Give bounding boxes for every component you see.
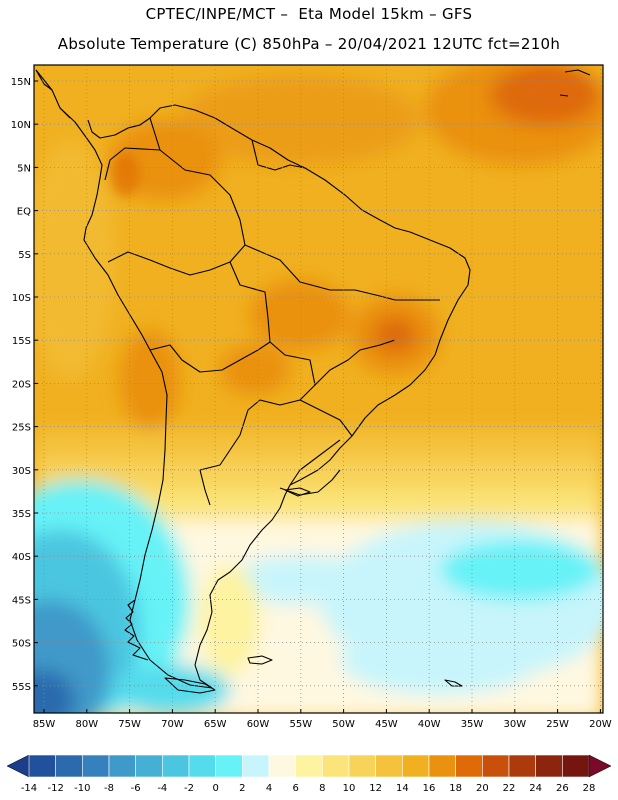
- colorbar-swatch: [535, 754, 563, 778]
- colorbar-swatch: [215, 754, 243, 778]
- lon-label: 40W: [418, 719, 441, 730]
- colorbar-swatch: [348, 754, 376, 778]
- colorbar-label: -2: [184, 783, 194, 794]
- colorbar: [6, 754, 612, 778]
- colorbar-swatch: [135, 754, 163, 778]
- lat-label: 55S: [12, 682, 31, 693]
- graticule: [34, 65, 603, 713]
- colorbar-swatch: [108, 754, 136, 778]
- colorbar-label: 4: [266, 783, 272, 794]
- colorbar-label: -4: [157, 783, 167, 794]
- colorbar-arrow-low: [6, 754, 30, 778]
- lon-label: 30W: [503, 719, 526, 730]
- colorbar-label: 14: [396, 783, 409, 794]
- colorbar-label: 6: [292, 783, 298, 794]
- colorbar-label: 22: [503, 783, 516, 794]
- colorbar-swatch: [28, 754, 56, 778]
- colorbar-swatch: [82, 754, 110, 778]
- lat-label: 30S: [12, 466, 31, 477]
- lon-label: 70W: [161, 719, 184, 730]
- lon-label: 65W: [204, 719, 227, 730]
- colorbar-label: -10: [74, 783, 90, 794]
- colorbar-label: -14: [21, 783, 37, 794]
- lon-label: 25W: [546, 719, 569, 730]
- colorbar-swatch: [188, 754, 216, 778]
- colorbar-label: 0: [212, 783, 218, 794]
- colorbar-swatch: [428, 754, 456, 778]
- lon-label: 60W: [247, 719, 270, 730]
- lon-label: 75W: [118, 719, 141, 730]
- colorbar-label: 2: [239, 783, 245, 794]
- lon-label: 35W: [461, 719, 484, 730]
- colorbar-label: 28: [583, 783, 596, 794]
- title-field: Absolute Temperature (C) 850hPa – 20/04/…: [57, 35, 561, 53]
- lat-label: 10N: [11, 120, 31, 131]
- colorbar-swatch: [162, 754, 190, 778]
- lon-label: 80W: [75, 719, 98, 730]
- lat-label: 45S: [12, 595, 31, 606]
- lat-label: 5N: [17, 163, 31, 174]
- lat-label: 50S: [12, 639, 31, 650]
- colorbar-swatch: [562, 754, 590, 778]
- colorbar-swatch: [375, 754, 403, 778]
- colorbar-swatch: [55, 754, 83, 778]
- latitude-labels: 15N 10N 5N EQ 5S 10S 15S 20S 25S 30S 35S 40S 45S 50S 5…: [11, 77, 38, 693]
- colorbar-swatch: [295, 754, 323, 778]
- colorbar-label: -12: [47, 783, 63, 794]
- colorbar-label: 8: [319, 783, 325, 794]
- lon-label: 20W: [589, 719, 612, 730]
- lat-label: EQ: [17, 207, 31, 218]
- lon-label: 45W: [375, 719, 398, 730]
- longitude-labels: 85W 80W 75W 70W 65W 60W 55W 50W 45W 40W 35W 30W 25W 2…: [33, 709, 612, 730]
- colorbar-label: 24: [529, 783, 542, 794]
- colorbar-swatch: [402, 754, 430, 778]
- lat-label: 20S: [12, 379, 31, 390]
- colorbar-label: 10: [343, 783, 356, 794]
- lon-label: 55W: [289, 719, 312, 730]
- colorbar-labels: -14 -12 -10 -8 -6 -4 -2 0 2 4 6 8 10 12 14 16 18 20 22 24 26…: [21, 783, 596, 794]
- lat-label: 25S: [12, 423, 31, 434]
- lat-label: 40S: [12, 552, 31, 563]
- colorbar-swatch: [268, 754, 296, 778]
- colorbar-label: -8: [104, 783, 114, 794]
- lat-label: 35S: [12, 509, 31, 520]
- colorbar-swatch: [455, 754, 483, 778]
- colorbar-swatch: [482, 754, 510, 778]
- lon-label: 50W: [332, 719, 355, 730]
- lat-label: 5S: [18, 250, 31, 261]
- colorbar-swatch: [508, 754, 536, 778]
- lon-label: 85W: [33, 719, 56, 730]
- colorbar-label: 16: [423, 783, 436, 794]
- colorbar-arrow-high: [588, 754, 612, 778]
- lat-label: 15N: [11, 77, 31, 88]
- title-model: CPTEC/INPE/MCT – Eta Model 15km – GFS: [145, 5, 473, 23]
- colorbar-label: 20: [476, 783, 489, 794]
- temperature-field: [34, 65, 603, 713]
- lat-label: 15S: [12, 336, 31, 347]
- colorbar-label: 26: [556, 783, 569, 794]
- colorbar-swatch: [322, 754, 350, 778]
- colorbar-label: 18: [449, 783, 462, 794]
- colorbar-swatch: [242, 754, 270, 778]
- colorbar-label: -6: [131, 783, 141, 794]
- map-frame: [33, 64, 604, 714]
- lat-label: 10S: [12, 293, 31, 304]
- colorbar-label: 12: [369, 783, 382, 794]
